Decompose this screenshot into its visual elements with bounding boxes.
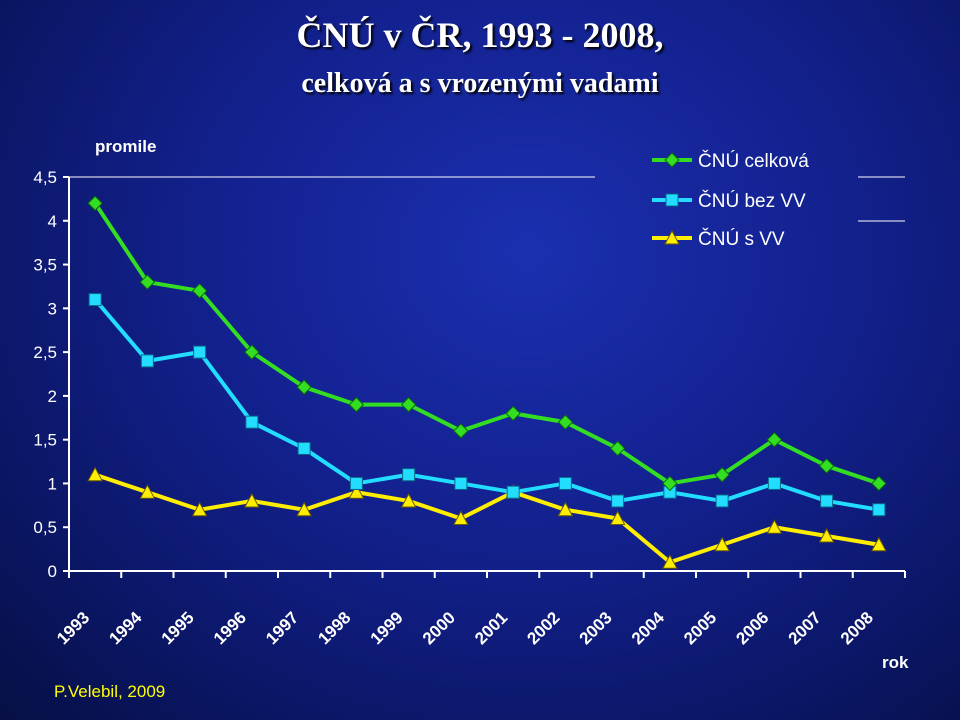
- x-tick-label: 2007: [785, 608, 825, 648]
- data-point-s3: [609, 510, 626, 525]
- data-point-s1: [139, 274, 156, 290]
- x-tick-label: 1994: [105, 608, 146, 649]
- data-point-s1: [400, 396, 417, 413]
- chart-title: ČNÚ v ČR, 1993 - 2008,: [296, 15, 664, 55]
- x-tick-label: 2004: [628, 608, 669, 649]
- data-point-s1: [818, 458, 835, 474]
- y-tick-label: 0,5: [33, 518, 57, 537]
- data-point-s3: [348, 484, 365, 499]
- data-point-s2: [297, 441, 311, 455]
- x-tick-label: 1999: [367, 608, 407, 648]
- x-tick-label: 2008: [837, 608, 877, 648]
- chart-subtitle: celková a s vrozenými vadami: [301, 68, 659, 99]
- data-point-s2: [88, 293, 102, 307]
- x-axis-title: rok: [882, 653, 909, 672]
- data-point-s1: [244, 344, 260, 360]
- x-tick-label: 2006: [732, 608, 772, 648]
- y-tick-label: 1,5: [33, 431, 57, 450]
- y-tick-label: 1: [48, 474, 57, 493]
- data-point-s1: [505, 405, 521, 422]
- data-point-s3: [296, 501, 312, 517]
- data-point-s2: [715, 494, 729, 508]
- y-tick-label: 2: [48, 387, 57, 406]
- x-tick-label: 1995: [158, 608, 198, 648]
- data-point-s3: [766, 519, 783, 534]
- data-point-s3: [400, 492, 417, 508]
- data-point-s2: [872, 503, 886, 517]
- data-point-s1: [453, 423, 469, 439]
- data-point-s2: [349, 476, 363, 490]
- data-point-s3: [662, 554, 678, 569]
- y-tick-label: 4: [48, 212, 57, 231]
- data-point-s3: [87, 466, 103, 482]
- data-point-s2: [506, 485, 520, 499]
- legend-label: ČNÚ s VV: [698, 228, 785, 250]
- data-point-s1: [87, 195, 103, 211]
- data-point-s2: [454, 476, 468, 490]
- data-point-s3: [871, 536, 887, 552]
- x-tick-label: 2003: [576, 608, 616, 648]
- data-point-s2: [140, 354, 154, 368]
- data-point-s1: [191, 283, 208, 299]
- series-line-3: [94, 472, 880, 565]
- x-tick-label: 2002: [523, 608, 563, 648]
- x-tick-label: 2000: [419, 608, 459, 648]
- x-tick-label: 1996: [210, 608, 250, 648]
- data-point-s2: [193, 345, 207, 359]
- data-point-s3: [714, 536, 730, 552]
- x-tick-label: 1997: [262, 608, 302, 648]
- y-tick-label: 4,5: [33, 168, 57, 187]
- data-point-s2: [558, 476, 572, 490]
- legend-marker: [664, 229, 680, 245]
- data-point-s1: [714, 466, 730, 483]
- data-point-s2: [402, 468, 416, 482]
- y-tick-label: 0: [48, 562, 57, 581]
- y-tick-label: 2,5: [33, 343, 57, 362]
- data-point-s3: [453, 510, 469, 525]
- data-point-s1: [871, 475, 887, 492]
- x-tick-label: 2001: [471, 608, 511, 648]
- data-point-s1: [348, 396, 365, 413]
- y-tick-label: 3,5: [33, 256, 57, 275]
- data-point-s1: [557, 414, 574, 430]
- legend-marker: [665, 193, 679, 207]
- series-line-2: [93, 298, 880, 512]
- data-point-s3: [818, 527, 835, 543]
- data-point-s3: [244, 492, 260, 508]
- data-point-s1: [609, 440, 626, 457]
- data-point-s1: [766, 431, 783, 448]
- legend-label: ČNÚ celková: [698, 150, 809, 172]
- data-point-s3: [139, 484, 156, 499]
- data-point-s2: [767, 476, 781, 490]
- x-tick-label: 2005: [680, 608, 720, 648]
- legend-label: ČNÚ bez VV: [698, 190, 806, 212]
- y-axis-title: promile: [95, 137, 156, 156]
- y-tick-label: 3: [48, 299, 57, 318]
- author-credit: P.Velebil, 2009: [54, 682, 166, 701]
- data-point-s2: [820, 494, 834, 508]
- data-point-s2: [245, 415, 259, 429]
- data-point-s2: [611, 494, 625, 508]
- data-point-s1: [662, 475, 678, 492]
- data-point-s3: [191, 501, 208, 517]
- legend-marker: [664, 152, 680, 168]
- series-line-1: [93, 202, 880, 486]
- x-tick-label: 1993: [53, 608, 93, 648]
- x-tick-label: 1998: [314, 608, 354, 648]
- data-point-s3: [557, 501, 574, 517]
- data-point-s1: [296, 379, 312, 395]
